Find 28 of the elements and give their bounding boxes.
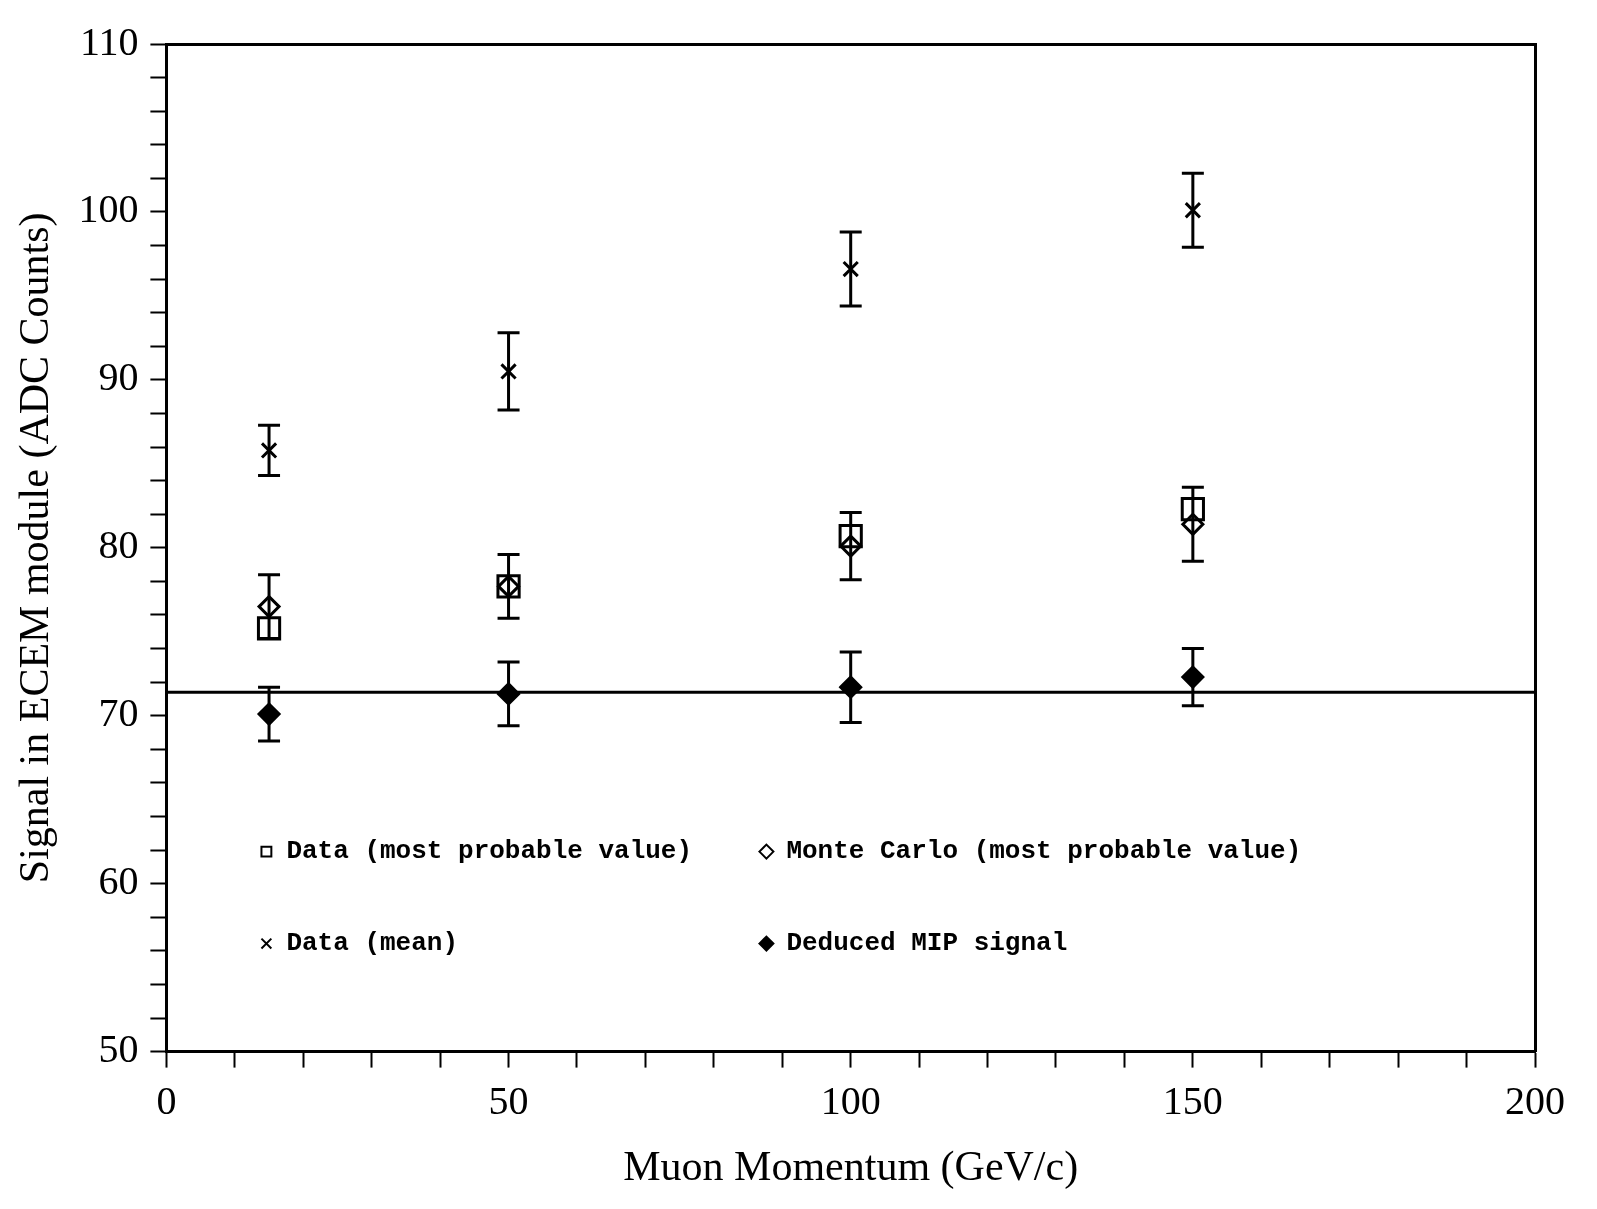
x-axis-title: Muon Momentum (GeV/c) bbox=[623, 1142, 1079, 1190]
x-tick-label: 0 bbox=[156, 1078, 177, 1124]
point bbox=[1184, 201, 1202, 219]
y-tick-label: 60 bbox=[98, 858, 139, 904]
y-axis-title: Signal in ECEM module (ADC Counts) bbox=[11, 212, 59, 884]
point bbox=[256, 616, 282, 641]
point bbox=[257, 595, 281, 619]
legend-label: Data (mean) bbox=[286, 928, 459, 959]
x-tick-label: 150 bbox=[1162, 1078, 1223, 1124]
y-tick-label: 100 bbox=[78, 186, 139, 232]
x-tick-label: 100 bbox=[820, 1078, 881, 1124]
point bbox=[260, 441, 278, 459]
point bbox=[1180, 497, 1205, 522]
x-tick-label: 50 bbox=[488, 1078, 529, 1124]
legend-label: Deduced MIP signal bbox=[786, 928, 1068, 959]
y-tick-label: 80 bbox=[98, 522, 139, 568]
y-tick-label: 110 bbox=[79, 18, 139, 64]
x-tick-label: 200 bbox=[1505, 1078, 1565, 1124]
y-tick-label: 90 bbox=[98, 354, 139, 400]
point bbox=[839, 534, 863, 558]
legend-label: Monte Carlo (most probable value) bbox=[786, 836, 1302, 867]
y-tick-label: 50 bbox=[98, 1026, 139, 1072]
point bbox=[838, 523, 863, 549]
point bbox=[842, 260, 860, 278]
point bbox=[1181, 512, 1205, 536]
y-tick-label: 70 bbox=[98, 690, 139, 736]
legend-label: Data (most probable value) bbox=[286, 836, 693, 867]
point bbox=[499, 362, 518, 381]
